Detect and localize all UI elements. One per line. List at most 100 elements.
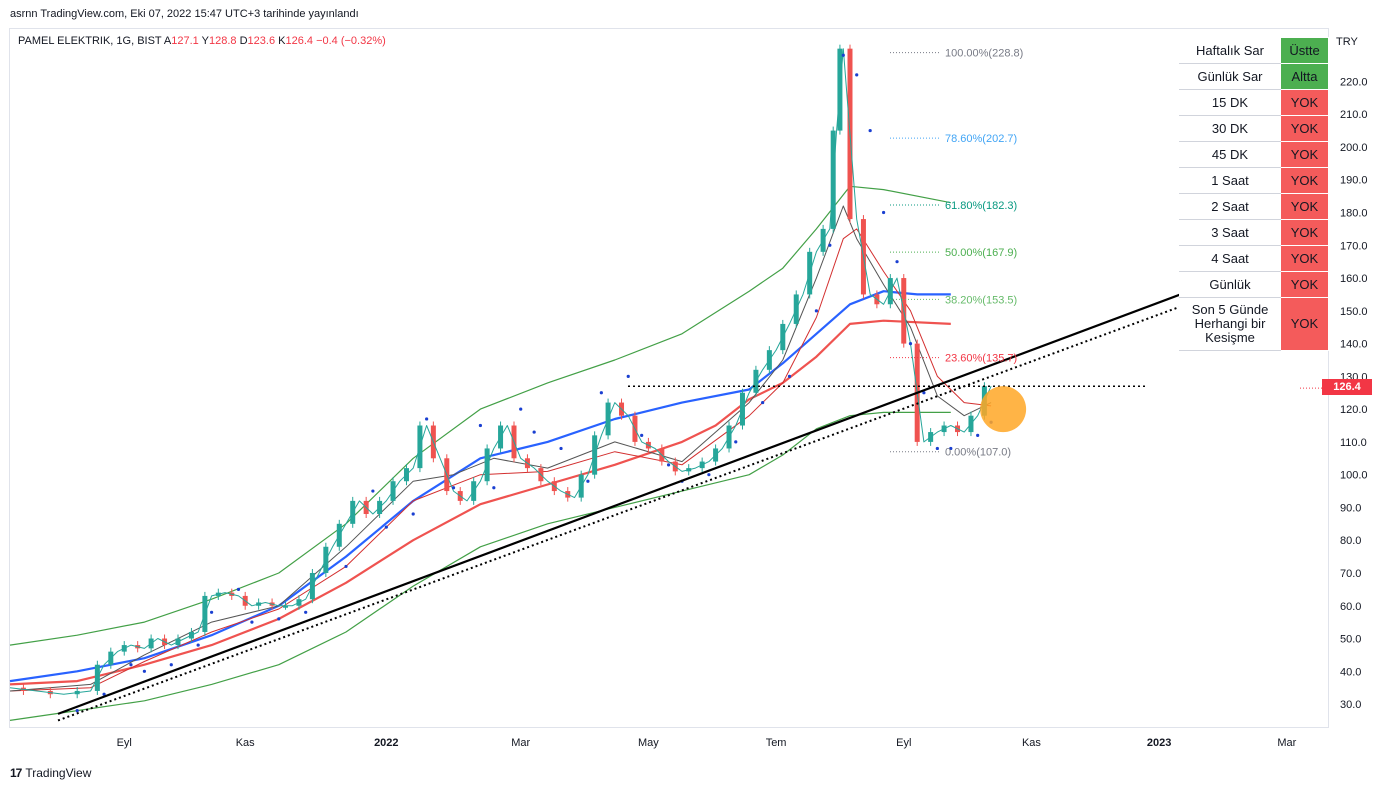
sar-dot xyxy=(949,446,953,451)
y-tick-label: 160.0 xyxy=(1340,273,1368,285)
y-tick-label: 190.0 xyxy=(1340,175,1368,187)
sar-dot xyxy=(707,473,711,477)
sar-dot xyxy=(532,430,536,434)
sar-dot xyxy=(129,663,133,667)
sar-dot xyxy=(586,479,590,483)
sar-dot xyxy=(478,423,482,428)
low-label: D xyxy=(239,35,248,47)
sar-dot xyxy=(882,210,886,215)
fib-level-label: 100.00%(228.8) xyxy=(945,48,1023,60)
footer-brand[interactable]: 17 TradingView xyxy=(10,766,91,780)
sar-dot xyxy=(908,341,913,346)
y-tick-label: 210.0 xyxy=(1340,109,1368,121)
signal-status: YOK xyxy=(1280,297,1329,351)
signal-status: YOK xyxy=(1280,193,1329,220)
sar-dot xyxy=(734,440,738,444)
tradingview-logo-icon: 17 xyxy=(10,766,22,780)
fib-level-label: 38.20%(153.5) xyxy=(945,294,1017,306)
sar-dot xyxy=(895,260,899,264)
brand-name: TradingView xyxy=(25,766,92,780)
signal-status: YOK xyxy=(1280,271,1329,298)
sar-dot xyxy=(626,374,630,378)
chart-frame xyxy=(9,28,1329,728)
publish-info: asrnn TradingView.com, Eki 07, 2022 15:4… xyxy=(10,8,359,20)
signal-label: Günlük Sar xyxy=(1179,63,1281,90)
signal-status: YOK xyxy=(1280,89,1329,116)
sar-dot xyxy=(559,446,563,451)
sar-dot xyxy=(371,489,375,493)
symbol-legend: PAMEL ELEKTRIK, 1G, BIST A127.1 Y128.8 D… xyxy=(18,35,386,47)
x-tick-label: Eyl xyxy=(896,737,911,749)
x-tick-label: 2023 xyxy=(1147,737,1171,749)
x-tick-label: Kas xyxy=(236,737,255,749)
signal-row: 3 Saat YOK xyxy=(1179,219,1329,246)
y-tick-label: 120.0 xyxy=(1340,404,1368,416)
open-value: 127.1 xyxy=(171,35,199,47)
signal-status: YOK xyxy=(1280,167,1329,194)
sar-dot xyxy=(599,391,603,395)
fib-level-label: 50.00%(167.9) xyxy=(945,247,1017,259)
signal-row: Günlük YOK xyxy=(1179,271,1329,298)
high-label: Y xyxy=(201,35,209,47)
signal-label: 30 DK xyxy=(1179,115,1281,142)
signal-row: 1 Saat YOK xyxy=(1179,167,1329,194)
signal-row: Son 5 Günde Herhangi bir Kesişme YOK xyxy=(1179,297,1329,351)
sar-dot xyxy=(210,610,214,614)
sar-dot xyxy=(761,400,765,405)
fib-level-label: 78.60%(202.7) xyxy=(945,133,1017,145)
price-path-line xyxy=(9,48,992,695)
sar-dot xyxy=(922,391,926,395)
red-moving-average-line xyxy=(9,319,951,686)
change-value: −0.4 (−0.32%) xyxy=(316,35,386,47)
y-tick-label: 50.0 xyxy=(1340,634,1361,646)
y-tick-label: 100.0 xyxy=(1340,470,1368,482)
signal-row: 4 Saat YOK xyxy=(1179,245,1329,272)
y-tick-label: 40.0 xyxy=(1340,666,1361,678)
y-tick-label: 140.0 xyxy=(1340,339,1368,351)
signal-label: 1 Saat xyxy=(1179,167,1281,194)
signal-label: 45 DK xyxy=(1179,141,1281,168)
sar-dot xyxy=(814,309,819,313)
sar-dot xyxy=(425,417,429,421)
y-tick-label: 80.0 xyxy=(1340,535,1361,547)
sar-dot xyxy=(277,617,281,621)
y-tick-label: 90.0 xyxy=(1340,502,1361,514)
high-value: 128.8 xyxy=(209,35,237,47)
sar-dot xyxy=(102,692,106,696)
fib-level-label: 23.60%(135.7) xyxy=(945,353,1017,365)
sar-dot xyxy=(250,620,254,624)
sar-dot xyxy=(236,587,241,591)
sar-dot xyxy=(169,663,173,667)
sar-dot xyxy=(976,433,980,437)
last-price-tag: 126.4 xyxy=(1322,379,1372,395)
close-value: 126.4 xyxy=(285,35,314,47)
signal-status: YOK xyxy=(1280,141,1329,168)
signal-status: YOK xyxy=(1280,219,1329,246)
fib-level-label: 0.00%(107.0) xyxy=(945,447,1011,459)
signal-label: Günlük xyxy=(1179,271,1281,298)
signal-status: YOK xyxy=(1280,245,1329,272)
signal-row: 2 Saat YOK xyxy=(1179,193,1329,220)
y-tick-label: 30.0 xyxy=(1340,699,1361,711)
y-tick-label: 60.0 xyxy=(1340,601,1361,613)
trendline-dotted xyxy=(57,254,1321,722)
sar-dot xyxy=(828,243,832,247)
sar-dot xyxy=(787,374,792,378)
y-tick-label: 180.0 xyxy=(1340,208,1368,220)
trendline-solid xyxy=(57,244,1313,715)
sar-dot xyxy=(519,407,523,411)
y-tick-label: 70.0 xyxy=(1340,568,1361,580)
x-tick-label: Eyl xyxy=(117,737,132,749)
symbol-name: PAMEL ELEKTRIK, 1G, BIST xyxy=(18,35,162,47)
blue-moving-average-line xyxy=(9,290,951,683)
signal-status: Altta xyxy=(1280,63,1329,90)
sar-dot xyxy=(935,446,939,451)
y-tick-label: 150.0 xyxy=(1340,306,1368,318)
sar-dot xyxy=(411,512,415,516)
signal-label: 3 Saat xyxy=(1179,219,1281,246)
signal-label: Son 5 Günde Herhangi bir Kesişme xyxy=(1179,297,1281,351)
y-tick-label: 220.0 xyxy=(1340,76,1368,88)
candle-body xyxy=(283,605,289,608)
x-tick-label: Tem xyxy=(766,737,787,749)
